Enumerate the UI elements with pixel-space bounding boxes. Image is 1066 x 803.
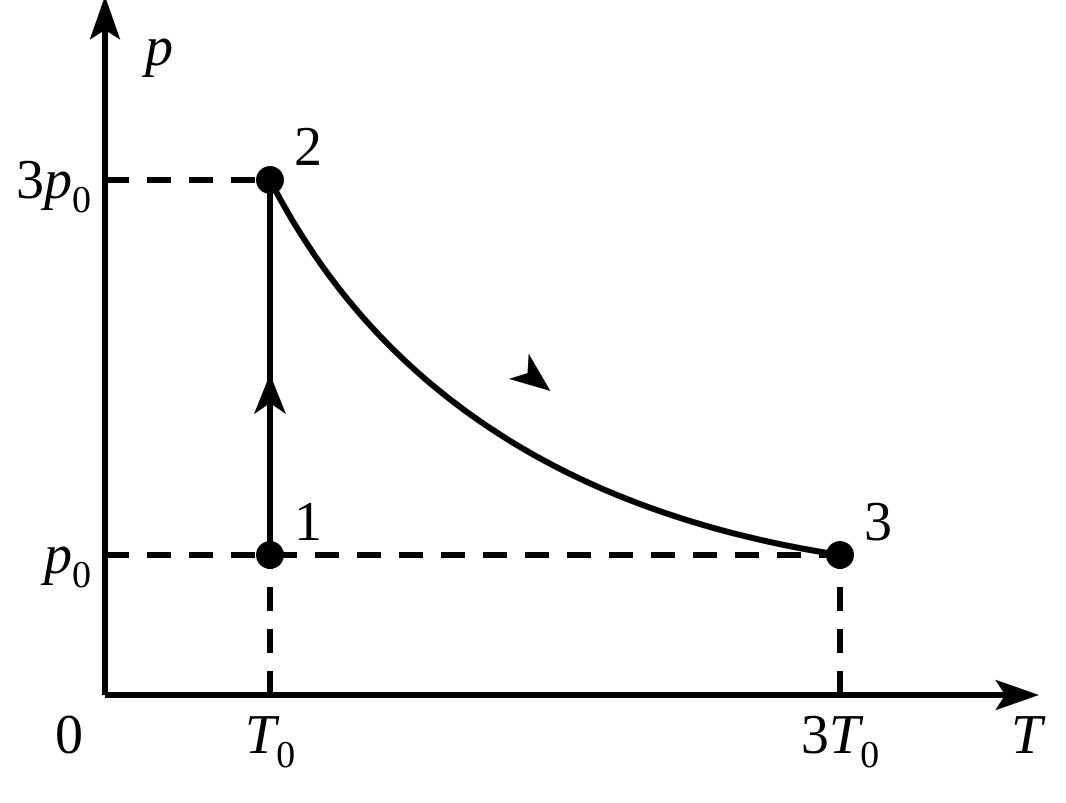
arrow-2-3 (509, 353, 561, 403)
ytick-0: p0 (40, 524, 91, 596)
label-point-3: 3 (864, 491, 892, 553)
xtick-0: T0 (245, 704, 295, 776)
label-point-1: 1 (294, 491, 322, 553)
xtick-1: 3T0 (801, 704, 879, 776)
label-point-2: 2 (294, 116, 322, 178)
pt-diagram: 123pT0p03p0T03T0 (0, 0, 1066, 803)
ytick-1: 3p0 (16, 149, 91, 221)
point-2 (256, 166, 284, 194)
point-1 (256, 541, 284, 569)
x-axis-label: T (1011, 704, 1046, 766)
origin-label: 0 (55, 704, 83, 766)
process-2-3 (270, 180, 840, 555)
point-3 (826, 541, 854, 569)
y-axis-label: p (141, 16, 173, 78)
